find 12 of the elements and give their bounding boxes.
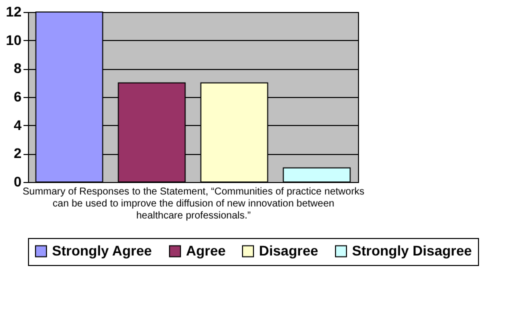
y-tick-label: 6 (14, 88, 22, 104)
y-tick-label: 12 (6, 4, 22, 20)
y-tick-label: 2 (14, 145, 22, 162)
legend-label: Strongly Disagree (352, 242, 472, 258)
legend-label: Strongly Agree (52, 242, 152, 258)
legend-label: Disagree (259, 242, 318, 258)
y-tick-label: 8 (14, 60, 22, 76)
x-axis-title: Summary of Responses to the Statement, “Communities of practice networks can be used to improve the diffusion of new innovation between healthcare professionals.” (22, 186, 364, 222)
y-tick-label: 4 (14, 116, 22, 133)
y-tick-label: 10 (6, 32, 22, 48)
legend-label: Agree (186, 242, 226, 258)
y-tick-label: 0 (14, 174, 22, 190)
